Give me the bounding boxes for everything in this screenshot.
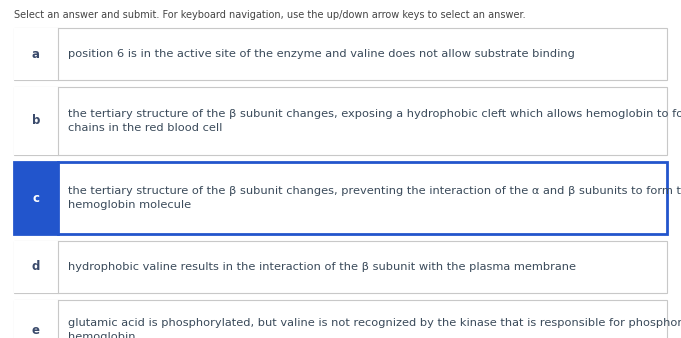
Bar	[14, 28, 58, 80]
Text: the tertiary structure of the β subunit changes, exposing a hydrophobic cleft wh: the tertiary structure of the β subunit …	[68, 109, 681, 133]
Bar	[14, 87, 667, 155]
Bar	[14, 300, 58, 338]
Text: the tertiary structure of the β subunit changes, preventing the interaction of t: the tertiary structure of the β subunit …	[68, 186, 681, 210]
Text: e: e	[32, 323, 40, 337]
Bar	[14, 300, 667, 338]
Text: position 6 is in the active site of the enzyme and valine does not allow substra: position 6 is in the active site of the …	[68, 49, 575, 59]
Bar	[14, 241, 667, 293]
Text: a: a	[32, 48, 40, 61]
Text: c: c	[33, 192, 39, 204]
Text: d: d	[32, 261, 40, 273]
Text: Select an answer and submit. For keyboard navigation, use the up/down arrow keys: Select an answer and submit. For keyboar…	[14, 10, 526, 20]
Bar	[14, 241, 58, 293]
Bar	[14, 87, 58, 155]
Text: glutamic acid is phosphorylated, but valine is not recognized by the kinase that: glutamic acid is phosphorylated, but val…	[68, 318, 681, 338]
Bar	[14, 162, 667, 234]
Text: hydrophobic valine results in the interaction of the β subunit with the plasma m: hydrophobic valine results in the intera…	[68, 262, 576, 272]
Bar	[14, 28, 667, 80]
Text: b: b	[32, 115, 40, 127]
Bar	[14, 162, 58, 234]
